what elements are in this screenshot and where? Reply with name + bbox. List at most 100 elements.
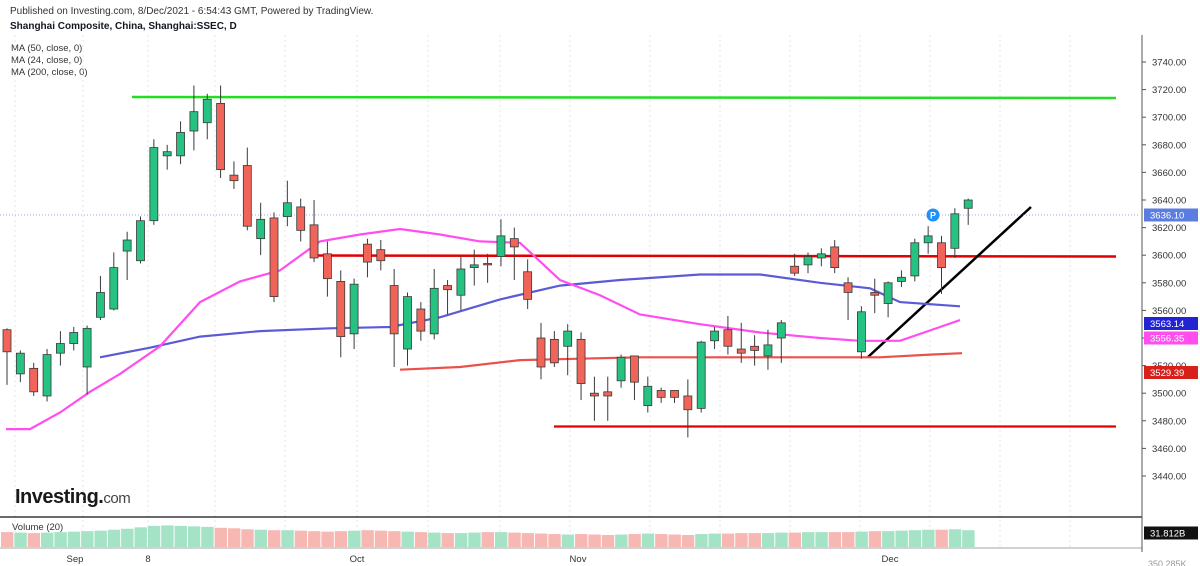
candle-21 <box>282 180 292 227</box>
price-axis: 3440.003460.003480.003500.003520.003540.… <box>1141 35 1186 552</box>
volume-bar-5 <box>67 531 81 547</box>
candle-body-5 <box>69 332 79 344</box>
candle-body-2 <box>29 367 39 393</box>
candle-61 <box>816 248 826 267</box>
candle-body-59 <box>790 265 800 274</box>
volume-bar-47 <box>628 534 641 547</box>
candle-50 <box>670 390 679 403</box>
candle-19 <box>256 202 266 256</box>
volume-bar-3 <box>41 532 54 547</box>
volume-bar-57 <box>761 533 775 547</box>
candle-33 <box>443 280 452 315</box>
candle-body-51 <box>683 395 693 411</box>
candle-body-47 <box>630 355 639 383</box>
tag-volume-cut: 350.285K <box>1148 559 1187 566</box>
volume-bar-64 <box>855 531 868 547</box>
tick-label-3560: 3560.00 <box>1152 306 1186 317</box>
candle-body-43 <box>576 338 586 384</box>
candle-body-33 <box>443 285 452 291</box>
tag-ma200-text: 3529.39 <box>1150 368 1184 379</box>
volume-bar-53 <box>708 533 721 547</box>
candle-51 <box>683 379 693 438</box>
support-line-upper <box>315 254 1117 258</box>
candle-27 <box>363 238 372 278</box>
candle-body-18 <box>242 165 252 227</box>
candle-body-12 <box>162 151 172 157</box>
candle-10 <box>136 216 145 264</box>
tick-label-3720: 3720.00 <box>1152 85 1186 96</box>
candle-body-20 <box>269 217 279 298</box>
candle-53 <box>710 326 719 350</box>
volume-bar-31 <box>414 532 428 547</box>
candle-body-41 <box>549 338 559 364</box>
ma200-line <box>399 352 963 371</box>
candle-22 <box>296 198 306 242</box>
candle-body-17 <box>229 174 239 182</box>
candle-body-66 <box>883 282 893 304</box>
volume-bar-24 <box>321 531 334 547</box>
indicator-ma24[interactable]: MA (24, close, 0) <box>11 55 83 66</box>
tag-ma24-text: 3556.35 <box>1150 334 1184 345</box>
tag-ma24: 3556.35 <box>1144 331 1198 345</box>
volume-bar-45 <box>601 535 615 547</box>
tick-label-3620: 3620.00 <box>1152 223 1186 234</box>
candle-32 <box>429 269 439 340</box>
candle-4 <box>56 331 65 366</box>
indicator-ma50[interactable]: MA (50, close, 0) <box>11 43 83 54</box>
candle-31 <box>416 302 426 341</box>
candle-body-3 <box>42 354 52 397</box>
candle-body-56 <box>750 345 759 351</box>
candle-body-69 <box>923 235 933 244</box>
candle-68 <box>910 238 920 282</box>
candle-44 <box>590 376 599 421</box>
candle-63 <box>843 277 853 321</box>
candle-60 <box>803 252 813 274</box>
volume-bar-20 <box>268 530 281 547</box>
volume-bar-22 <box>294 530 308 547</box>
volume-bar-13 <box>174 525 187 547</box>
candle-body-24 <box>322 253 332 280</box>
candle-body-42 <box>563 330 573 347</box>
volume-bar-38 <box>508 532 521 547</box>
volume-bar-32 <box>428 532 441 547</box>
volume-bar-52 <box>695 534 708 547</box>
candle-39 <box>523 259 533 310</box>
tag-ma200-bg <box>1144 366 1198 379</box>
volume-bar-62 <box>828 532 842 547</box>
candle-38 <box>509 227 519 281</box>
candle-body-19 <box>256 218 266 240</box>
ma24-line <box>6 227 961 431</box>
volume-bars <box>1 525 975 547</box>
candle-body-15 <box>202 98 212 124</box>
candle-14 <box>189 85 199 151</box>
candle-body-9 <box>122 239 132 252</box>
volume-bar-40 <box>535 533 548 547</box>
candle-28 <box>376 240 386 271</box>
candle-body-62 <box>830 246 840 269</box>
candle-7 <box>96 275 105 321</box>
volume-bar-15 <box>201 526 214 547</box>
candle-body-53 <box>710 330 719 342</box>
volume-bar-8 <box>107 529 121 547</box>
volume-bar-41 <box>548 534 561 547</box>
volume-bar-34 <box>454 533 468 547</box>
candle-body-55 <box>736 348 746 354</box>
time-label-Sep: Sep <box>67 554 84 565</box>
candle-55 <box>736 322 746 363</box>
volume-bar-33 <box>441 533 454 547</box>
candle-12 <box>162 144 172 170</box>
candle-body-31 <box>416 308 426 332</box>
moving-averages <box>6 227 963 431</box>
candle-26 <box>349 278 359 350</box>
indicator-ma200[interactable]: MA (200, close, 0) <box>11 67 88 78</box>
candle-66 <box>883 281 893 318</box>
volume-bar-63 <box>842 532 855 547</box>
tick-label-3700: 3700.00 <box>1152 113 1186 124</box>
volume-bar-7 <box>94 530 107 547</box>
candle-11 <box>149 139 159 225</box>
candle-body-29 <box>389 285 399 335</box>
candle-body-14 <box>189 111 199 132</box>
volume-bar-51 <box>681 535 695 547</box>
candle-69 <box>923 226 933 254</box>
